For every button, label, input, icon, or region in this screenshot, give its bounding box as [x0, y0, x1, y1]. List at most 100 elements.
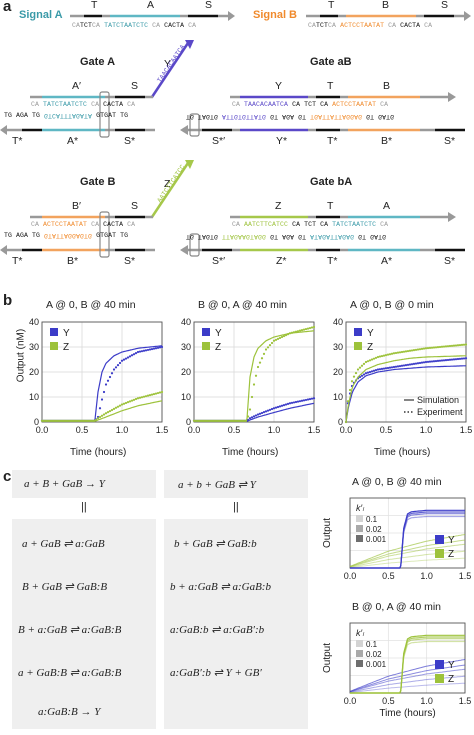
series-z-point	[244, 419, 248, 422]
series-y-point	[418, 361, 422, 365]
y-tick-label: 0	[34, 417, 39, 427]
series-y-simulation	[194, 402, 315, 422]
series-z-point	[64, 419, 68, 422]
signal-a-title: Signal A	[19, 9, 63, 21]
series-y-point	[124, 357, 128, 360]
series-z-point	[388, 353, 392, 356]
chart-1-xlabel: Time (hours)	[70, 447, 127, 458]
series-z-point	[66, 419, 70, 422]
gate-ba-bottom-domain-s-prime: S*′	[212, 255, 226, 267]
series-z-point	[404, 350, 408, 353]
series-z-point	[412, 349, 416, 352]
plot-frame	[349, 497, 466, 569]
series-z-point	[76, 419, 80, 422]
legend-simulation-label: Simulation	[417, 395, 459, 405]
series-z-point	[198, 419, 202, 422]
series-z-point	[444, 345, 448, 348]
y-tick-label: 30	[333, 342, 343, 352]
series-y-point	[458, 357, 462, 360]
series-y-point	[464, 357, 468, 360]
signal-b-sequence: CATCTCA ACTCCTAATAT CA CACTA CA	[308, 22, 433, 29]
series-z-point	[416, 348, 420, 351]
series-z-point	[214, 419, 218, 422]
series-y-point	[274, 406, 278, 409]
series-y-point	[420, 361, 424, 364]
k-legend-swatch	[356, 525, 363, 532]
gate-ab-title: Gate aB	[310, 56, 352, 68]
series-z-point	[152, 392, 156, 396]
series-y-point	[118, 361, 122, 365]
x-tick-label: 1.5	[460, 425, 473, 435]
legend-experiment-label: Experiment	[417, 407, 463, 417]
series-y-curve	[349, 675, 466, 693]
series-y-point	[288, 402, 292, 405]
series-z-point	[438, 345, 442, 349]
series-z-point	[428, 346, 432, 349]
series-z-point	[40, 419, 44, 422]
signal-a-sequence: CATCTCA TATCTAATCTC CA CACTA CA	[72, 22, 197, 29]
series-y-point	[390, 366, 394, 369]
series-y-point	[444, 359, 448, 362]
legend-swatch-y	[435, 660, 444, 669]
series-z-point	[384, 354, 388, 357]
series-z-point	[264, 348, 268, 351]
series-z-point	[250, 395, 254, 399]
gate-b-bottom-domain-s: S*	[124, 255, 136, 267]
series-z-point	[84, 419, 88, 422]
k-legend-title: k′ₗ	[356, 628, 365, 638]
series-y-point	[302, 399, 306, 402]
series-z-point	[248, 408, 252, 411]
crn-left-reaction-5: a:GaB:B → Y	[38, 706, 101, 718]
y-tick-label: 0	[338, 417, 343, 427]
series-z-curve	[350, 634, 465, 694]
series-z-point	[86, 419, 90, 422]
series-z-point	[382, 354, 386, 357]
k-legend-title: k′ₗ	[356, 503, 365, 513]
series-y-point	[434, 359, 438, 363]
x-tick-label: 0.0	[344, 571, 357, 581]
chart-1-plot: 0 10 20 30 40 0.0 0.5 1.0 1.5 YZ	[29, 317, 168, 435]
series-z-point	[208, 419, 212, 422]
series-z-point	[272, 339, 276, 342]
series-y-point	[416, 362, 420, 365]
series-z-point	[146, 394, 150, 397]
series-z-simulation	[194, 330, 315, 422]
y-tick-label: 20	[29, 367, 39, 377]
series-y-point	[424, 360, 428, 364]
crn-right-reaction-2: b + a:GaB ⇌ a:GaB:b	[170, 581, 271, 593]
x-axis-label: Time (hours)	[379, 708, 435, 719]
gate-ab-top-domain-b: B	[383, 80, 391, 92]
k-legend-value: 0.02	[366, 650, 382, 659]
series-y-simulation	[345, 365, 466, 423]
crn-right-header: a + b + GaB ⇌ Y	[178, 479, 256, 491]
series-y-point	[456, 357, 460, 361]
series-z-curve	[349, 533, 466, 567]
series-y-point	[246, 418, 250, 421]
series-z-point	[434, 346, 438, 349]
series-y-point	[438, 359, 442, 362]
series-z-point	[82, 419, 86, 422]
series-y-point	[364, 372, 368, 375]
gate-b-top-domain-b-prime: B′	[72, 200, 81, 212]
series-z-point	[364, 360, 368, 364]
series-y-curve	[349, 658, 466, 692]
series-y-curve	[349, 668, 466, 693]
series-z-simulation	[345, 355, 466, 423]
x-tick-label: 1.5	[459, 571, 472, 581]
k-legend-value: 0.1	[366, 515, 378, 524]
series-y-point	[128, 355, 132, 358]
series-y-point	[368, 370, 372, 374]
panel-label-b: b	[3, 292, 13, 309]
x-tick-label: 0.5	[228, 425, 241, 435]
series-z-point	[80, 419, 84, 422]
series-z-point	[372, 357, 376, 360]
series-z-point	[376, 355, 380, 359]
series-z-point	[390, 352, 394, 355]
series-z-point	[142, 395, 146, 398]
x-tick-label: 1.0	[268, 425, 281, 435]
series-z-point	[450, 344, 454, 347]
series-y-point	[362, 373, 366, 376]
x-tick-label: 0.0	[344, 696, 357, 706]
x-tick-label: 0.5	[76, 425, 89, 435]
series-y-point	[152, 347, 156, 350]
